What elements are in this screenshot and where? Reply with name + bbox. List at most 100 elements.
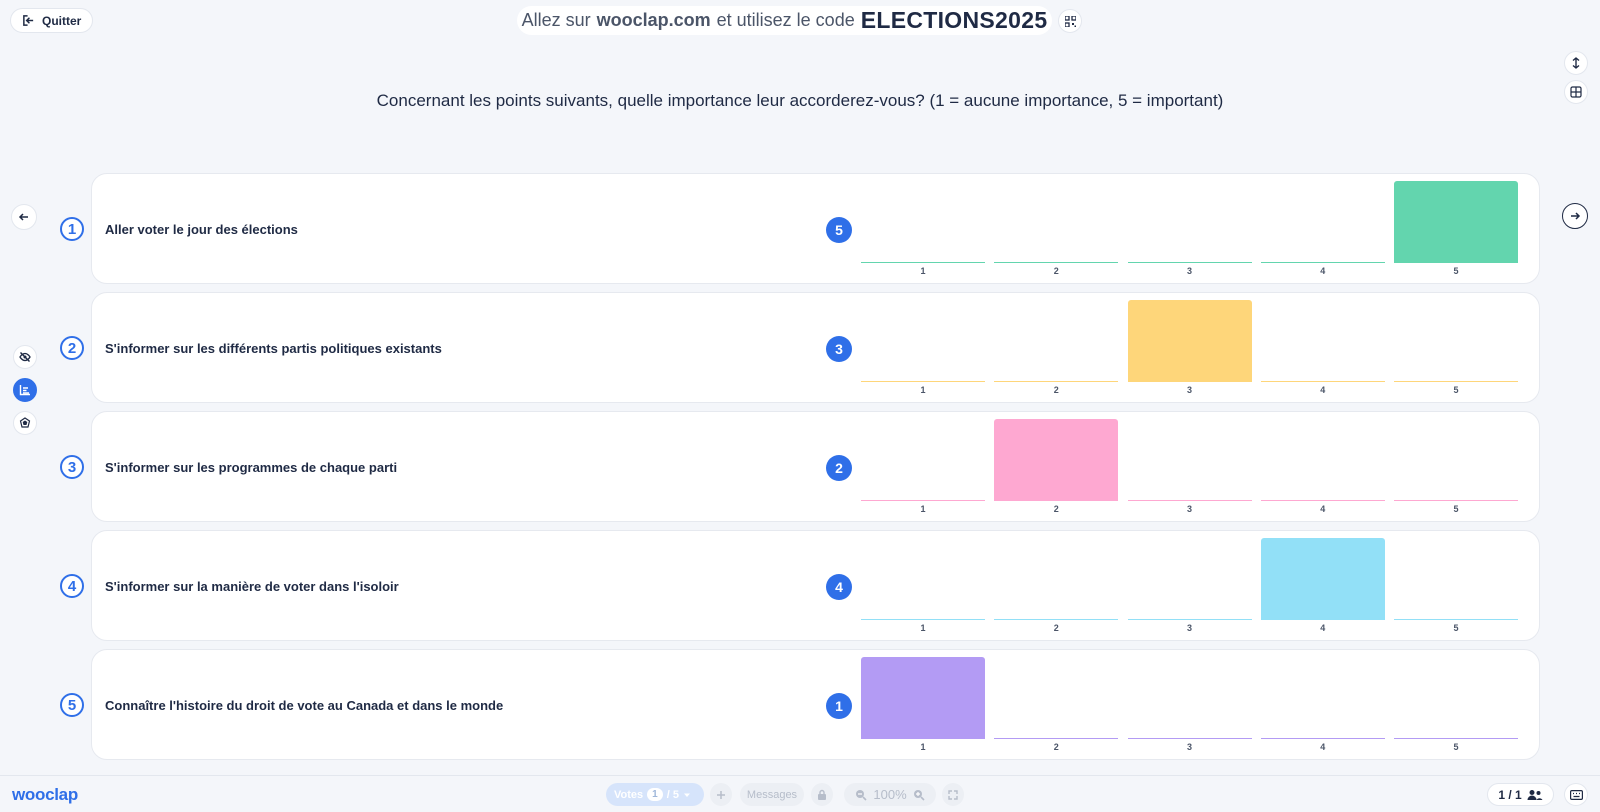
bar-5 (1394, 181, 1518, 263)
qr-code-icon (1064, 15, 1076, 27)
bar-1 (861, 657, 985, 739)
bar-baseline (1260, 262, 1385, 263)
tick-label: 3 (1186, 623, 1192, 633)
exit-icon (23, 15, 34, 26)
tick-label: 1 (920, 742, 926, 752)
grid-view-button[interactable] (1564, 80, 1588, 104)
tick-label: 5 (1453, 266, 1459, 276)
row-number: 3 (60, 455, 84, 479)
bar-4 (1260, 538, 1385, 620)
participants-counter[interactable]: 1 / 1 (1487, 783, 1554, 806)
tick-label: 3 (1186, 266, 1192, 276)
votes-total: / 5 (666, 788, 679, 801)
previous-question-button[interactable] (11, 204, 37, 230)
join-prefix: Allez sur (521, 10, 591, 30)
bar-baseline (1127, 500, 1252, 501)
bar-chart-view-button[interactable] (13, 378, 37, 402)
tick-label: 3 (1186, 504, 1192, 514)
tick-label: 5 (1453, 385, 1459, 395)
users-icon (1527, 789, 1543, 800)
rating-row: 3 S'informer sur les programmes de chaqu… (60, 411, 1540, 522)
rating-row: 5 Connaître l'histoire du droit de vote … (60, 649, 1540, 760)
row-answer-badge: 2 (826, 455, 852, 481)
row-label: S'informer sur les programmes de chaque … (105, 460, 398, 475)
tick-label: 5 (1453, 504, 1459, 514)
row-number: 2 (60, 336, 84, 360)
bar-3 (1127, 300, 1252, 382)
row-label: Aller voter le jour des élections (105, 222, 298, 237)
expand-icon (948, 789, 958, 800)
eye-off-icon (19, 352, 31, 362)
web-chart-icon (19, 417, 31, 428)
bottom-toolbar: wooclap Votes 1 / 5 Messages 100% 1 / 1 (0, 775, 1600, 812)
tick-label: 2 (1053, 504, 1059, 514)
bar-chart-icon (19, 385, 30, 396)
bar-baseline (994, 738, 1119, 739)
row-chart: 1 2 3 4 5 (861, 174, 1522, 285)
zoom-in-icon[interactable] (913, 789, 925, 801)
bar-baseline (1260, 500, 1385, 501)
caret-down-icon (683, 793, 690, 797)
bar-2 (994, 419, 1119, 501)
row-answer-badge: 1 (826, 693, 852, 719)
bar-baseline (994, 262, 1119, 263)
row-card: S'informer sur les différents partis pol… (91, 292, 1540, 403)
spider-chart-view-button[interactable] (13, 411, 37, 435)
fullscreen-button[interactable] (942, 783, 964, 806)
quit-label: Quitter (42, 13, 82, 28)
wooclap-logo: wooclap (12, 785, 78, 804)
tick-label: 1 (920, 385, 926, 395)
tick-label: 2 (1053, 742, 1059, 752)
row-chart: 1 2 3 4 5 (861, 531, 1522, 642)
row-chart: 1 2 3 4 5 (861, 650, 1522, 761)
bar-baseline (861, 619, 985, 620)
row-card: S'informer sur la manière de voter dans … (91, 530, 1540, 641)
zoom-out-icon[interactable] (855, 789, 867, 801)
tick-label: 4 (1320, 623, 1326, 633)
rating-row: 2 S'informer sur les différents partis p… (60, 292, 1540, 403)
join-url: wooclap.com (596, 10, 711, 30)
row-answer-badge: 4 (826, 574, 852, 600)
bar-baseline (994, 619, 1119, 620)
row-card: Connaître l'histoire du droit de vote au… (91, 649, 1540, 760)
event-code: ELECTIONS2025 (860, 7, 1048, 33)
bar-baseline (861, 262, 985, 263)
tick-label: 5 (1453, 623, 1459, 633)
participants-count: 1 / 1 (1498, 787, 1522, 802)
qr-code-button[interactable] (1058, 9, 1082, 33)
messages-button[interactable]: Messages (740, 783, 804, 806)
bar-baseline (1394, 619, 1518, 620)
row-chart: 1 2 3 4 5 (861, 293, 1522, 404)
bar-baseline (861, 500, 985, 501)
row-label: Connaître l'histoire du droit de vote au… (105, 698, 504, 713)
tick-label: 4 (1320, 742, 1326, 752)
lock-button[interactable] (811, 783, 833, 806)
row-card: S'informer sur les programmes de chaque … (91, 411, 1540, 522)
quit-button[interactable]: Quitter (10, 8, 94, 33)
tick-label: 4 (1320, 385, 1326, 395)
bar-baseline (994, 381, 1119, 382)
tick-label: 4 (1320, 504, 1326, 514)
tick-label: 1 (920, 504, 926, 514)
tick-label: 2 (1053, 266, 1059, 276)
arrow-left-icon (18, 213, 28, 221)
bar-baseline (1127, 619, 1252, 620)
bar-baseline (1127, 262, 1252, 263)
bar-baseline (1394, 381, 1518, 382)
vertical-resize-button[interactable] (1564, 51, 1588, 75)
zoom-level: 100% (873, 787, 907, 802)
hide-results-button[interactable] (13, 345, 37, 369)
row-card: Aller voter le jour des élections 5 1 2 3 4… (91, 173, 1540, 284)
keyboard-shortcuts-button[interactable] (1564, 783, 1588, 806)
next-question-button[interactable] (1562, 203, 1588, 229)
votes-selector[interactable]: Votes 1 / 5 (606, 783, 704, 806)
add-button[interactable] (710, 783, 732, 806)
row-answer-badge: 3 (826, 336, 852, 362)
plus-icon (717, 790, 725, 799)
tick-label: 4 (1320, 266, 1326, 276)
row-number: 1 (60, 217, 84, 241)
row-number: 5 (60, 693, 84, 717)
bar-baseline (1260, 738, 1385, 739)
join-instructions: Allez sur wooclap.com et utilisez le cod… (517, 6, 1052, 35)
